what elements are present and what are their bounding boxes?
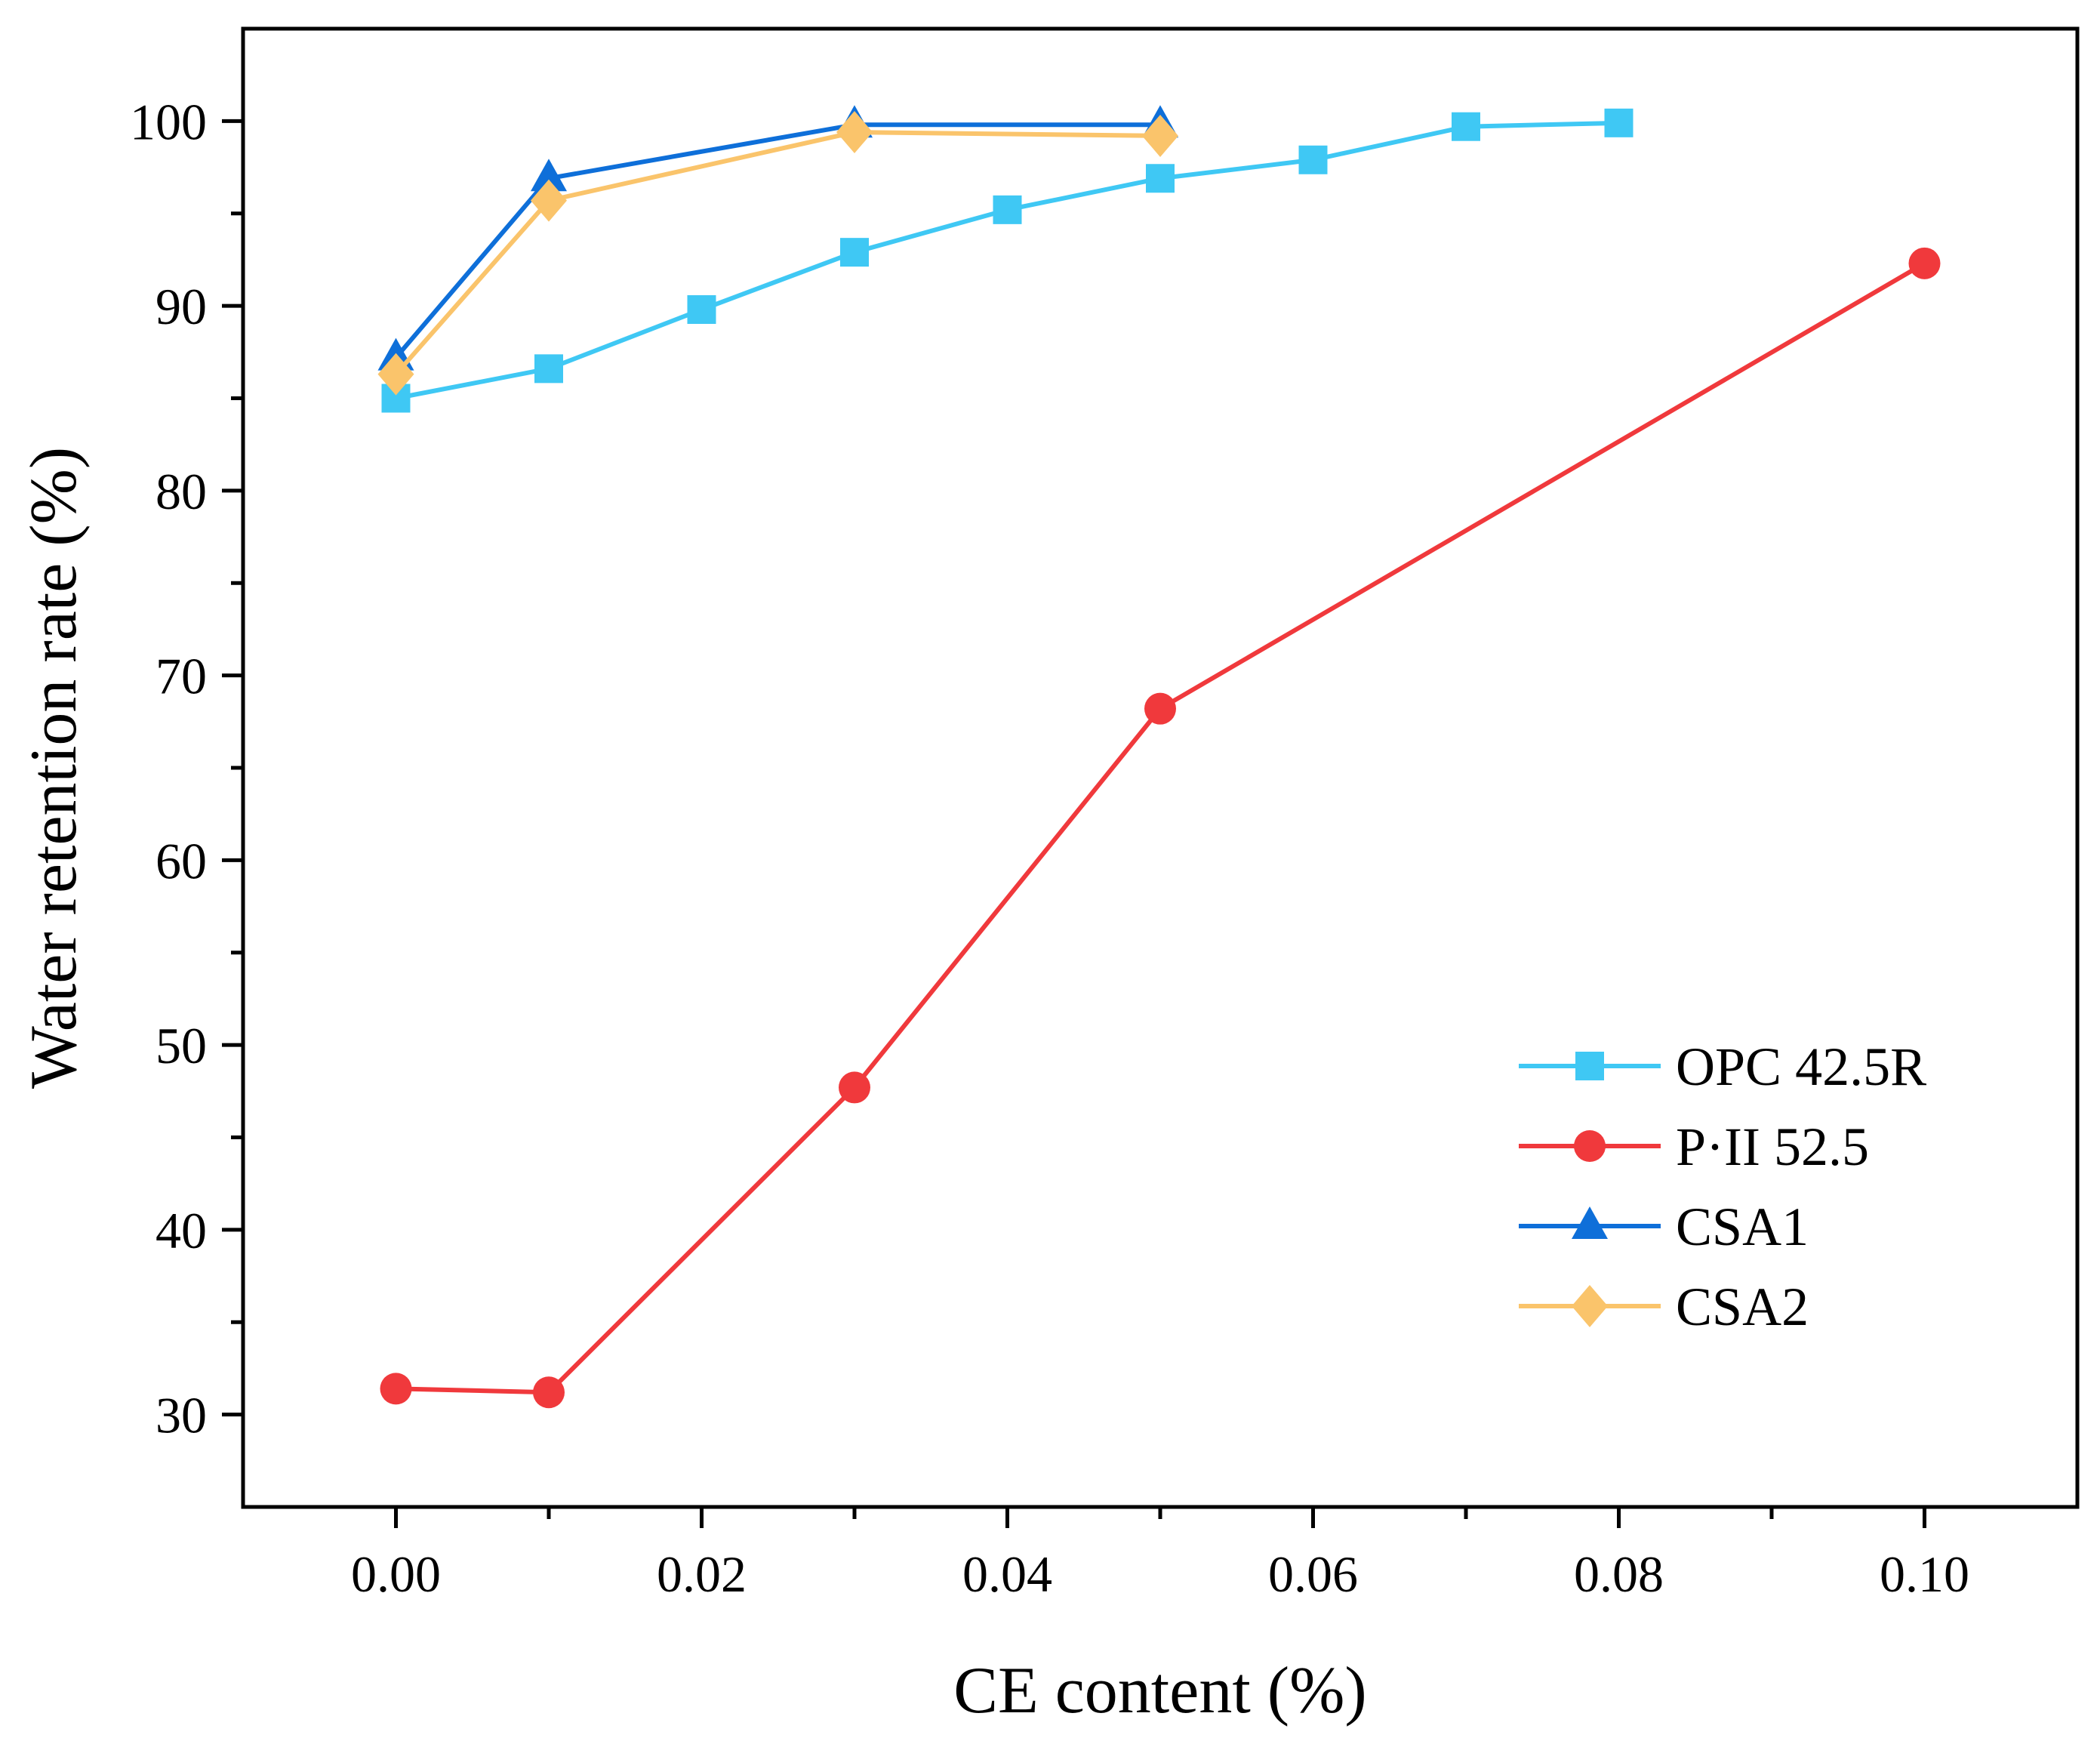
series-csa2 — [377, 111, 1178, 396]
x-tick-label: 0.10 — [1880, 1545, 1969, 1603]
legend-swatch-marker — [1574, 1130, 1606, 1162]
tick-layer — [222, 119, 1926, 1528]
y-tick-label: 60 — [155, 832, 207, 889]
legend-swatch-marker — [1575, 1052, 1604, 1080]
legend-label: OPC 42.5R — [1676, 1037, 1926, 1097]
x-tick-label: 0.04 — [962, 1545, 1052, 1603]
y-tick-label: 70 — [155, 648, 207, 705]
data-point-opc-42-5r — [1298, 145, 1328, 174]
data-point-opc-42-5r — [687, 295, 716, 325]
x-tick-label: 0.00 — [351, 1545, 441, 1603]
y-axis-title: Water retention rate (%) — [17, 447, 91, 1089]
data-point-csa2 — [377, 353, 414, 396]
y-tick-label: 90 — [155, 278, 207, 335]
data-point-p-ii-52-5 — [1908, 247, 1941, 279]
x-tick-label: 0.06 — [1268, 1545, 1358, 1603]
x-tick-label: 0.02 — [657, 1545, 747, 1603]
legend-swatch-marker — [1572, 1206, 1608, 1239]
data-point-opc-42-5r — [534, 354, 563, 384]
data-point-opc-42-5r — [1452, 112, 1480, 141]
y-tick-label: 30 — [155, 1387, 207, 1444]
legend-label: CSA1 — [1676, 1197, 1809, 1257]
legend-item-opc-42-5r: OPC 42.5R — [1519, 1037, 1926, 1097]
y-tick-label: 100 — [130, 93, 207, 150]
data-point-csa2 — [836, 111, 873, 154]
legend-label: CSA2 — [1676, 1277, 1809, 1337]
y-tick-label: 50 — [155, 1017, 207, 1074]
y-tick-label: 80 — [155, 463, 207, 520]
series-p-ii-52-5 — [380, 247, 1941, 1409]
legend-swatch-marker — [1572, 1285, 1608, 1327]
data-point-opc-42-5r — [840, 238, 869, 267]
series-line-csa1 — [394, 122, 1160, 359]
tick-label-layer: 0.00 0.02 0.04 0.06 0.08 0.10 30 40 50 60 70 80 90 10… — [130, 93, 1969, 1603]
data-point-csa2 — [531, 179, 567, 222]
legend-item-csa1: CSA1 — [1519, 1197, 1809, 1257]
data-point-csa2 — [1142, 114, 1178, 157]
data-point-opc-42-5r — [1604, 108, 1634, 137]
legend: OPC 42.5R P·II 52.5 CSA1 CSA2 — [1519, 1037, 1926, 1337]
legend-item-csa2: CSA2 — [1519, 1277, 1809, 1337]
x-axis-title: CE content (%) — [953, 1654, 1366, 1727]
series-line-csa2 — [394, 130, 1161, 376]
y-tick-label: 40 — [155, 1202, 207, 1259]
data-point-p-ii-52-5 — [1144, 692, 1176, 725]
data-point-csa1 — [531, 159, 567, 192]
data-point-p-ii-52-5 — [839, 1071, 870, 1104]
x-tick-label: 0.08 — [1574, 1545, 1664, 1603]
data-point-opc-42-5r — [1146, 164, 1175, 193]
legend-label: P·II 52.5 — [1676, 1117, 1869, 1177]
legend-item-p-ii-52-5: P·II 52.5 — [1519, 1117, 1869, 1177]
data-point-p-ii-52-5 — [533, 1376, 565, 1409]
data-point-p-ii-52-5 — [380, 1373, 412, 1405]
series-layer — [377, 105, 1941, 1409]
series-opc-42-5r — [381, 108, 1634, 413]
data-point-opc-42-5r — [993, 195, 1022, 224]
